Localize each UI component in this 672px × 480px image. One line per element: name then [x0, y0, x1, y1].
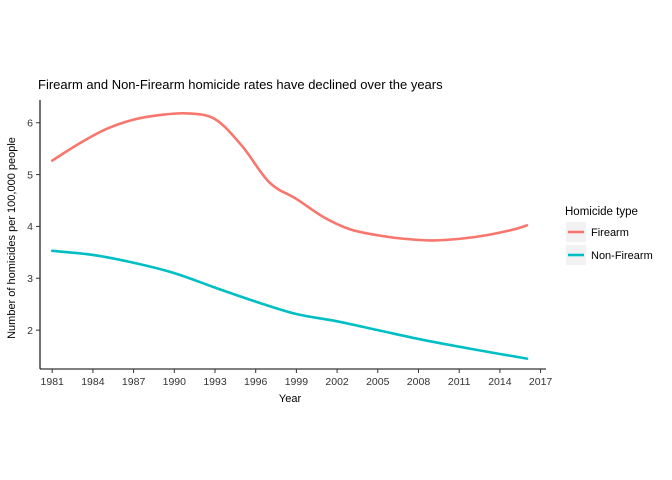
x-tick-label: 2005: [366, 376, 390, 388]
x-tick-label: 1993: [203, 376, 227, 388]
y-axis-title: Number of homicides per 100,000 people: [6, 137, 18, 339]
plot-area: [50, 111, 529, 360]
x-tick-label: 1987: [122, 376, 146, 388]
series-line-firearm: [50, 111, 529, 242]
legend-label-non-firearm: Non-Firearm: [591, 250, 653, 262]
y-tick-label: 2: [27, 325, 33, 337]
x-tick-label: 2014: [488, 376, 512, 388]
x-axis-title: Year: [279, 393, 302, 405]
x-tick-label: 2002: [325, 376, 349, 388]
x-tick-label: 1996: [244, 376, 268, 388]
legend-label-firearm: Firearm: [591, 227, 629, 239]
y-tick-label: 3: [27, 273, 33, 285]
x-tick-label: 1990: [163, 376, 187, 388]
y-tick-label: 5: [27, 169, 33, 181]
x-tick-label: 1984: [81, 376, 105, 388]
y-tick-label: 6: [27, 118, 33, 130]
x-tick-label: 2008: [407, 376, 431, 388]
legend-title: Homicide type: [565, 206, 638, 218]
chart-title: Firearm and Non-Firearm homicide rates h…: [38, 77, 443, 92]
x-tick-label: 1981: [41, 376, 65, 388]
legend: Homicide type Firearm Non-Firearm: [565, 206, 653, 265]
x-tick-label: 2017: [529, 376, 553, 388]
y-tick-label: 4: [27, 221, 33, 233]
axes: 2 3 4 5 6 1981 1984 1987 1990 1993 1996 1999 2002 200…: [27, 100, 552, 388]
x-tick-label: 2011: [448, 376, 471, 388]
series-line-non-firearm: [50, 249, 529, 360]
x-tick-label: 1999: [285, 376, 309, 388]
